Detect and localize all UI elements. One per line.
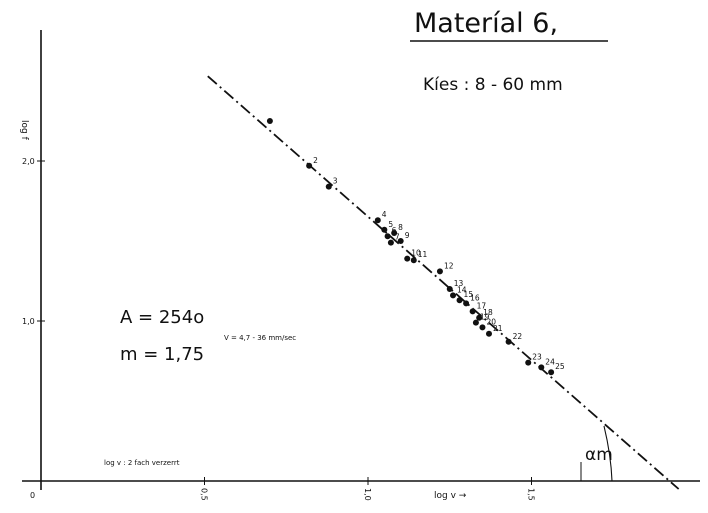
point-label-15: 16 xyxy=(470,293,480,302)
point-label-12: 13 xyxy=(454,279,464,288)
point-label-19: 20 xyxy=(486,317,496,326)
x-tick-label-0: 0 xyxy=(30,491,35,500)
point-label-9: 10 xyxy=(411,249,421,258)
annotation-note: log v : 2 fach verzerrt xyxy=(104,459,180,467)
point-label-17: 18 xyxy=(483,308,493,317)
data-point-3 xyxy=(374,217,381,224)
x-axis-label: log v → xyxy=(434,491,467,501)
point-label-24: 25 xyxy=(555,362,565,371)
data-point-4 xyxy=(381,226,388,233)
point-label-4: 5 xyxy=(388,220,393,229)
point-label-21: 22 xyxy=(513,332,523,341)
data-point-24 xyxy=(548,369,555,376)
x-tick-label-2: 1,0 xyxy=(363,488,372,501)
x-tick-label-3: 1,5 xyxy=(527,488,536,501)
data-point-10 xyxy=(410,257,417,264)
data-point-18 xyxy=(472,319,479,326)
data-point-0 xyxy=(266,118,273,124)
data-point-6 xyxy=(391,230,398,236)
point-label-8: 9 xyxy=(405,231,410,240)
data-point-15 xyxy=(463,300,470,307)
point-label-14: 15 xyxy=(464,290,474,299)
point-label-23: 24 xyxy=(545,357,555,366)
data-point-1 xyxy=(306,162,313,169)
data-point-16 xyxy=(469,308,476,315)
point-label-22: 23 xyxy=(532,353,542,362)
annotation-a: A = 254o xyxy=(120,307,204,328)
y-axis-label: log f xyxy=(19,120,29,141)
data-point-13 xyxy=(450,292,457,299)
axes xyxy=(22,30,700,490)
data-point-19 xyxy=(479,324,486,331)
data-point-23 xyxy=(538,364,545,371)
point-label-18: 19 xyxy=(480,313,490,322)
point-label-6: 8 xyxy=(398,223,403,232)
point-label-10: 11 xyxy=(418,250,428,259)
annotation-m: m = 1,75 xyxy=(120,344,204,365)
data-point-22 xyxy=(525,359,532,366)
data-point-11 xyxy=(436,268,443,275)
data-point-9 xyxy=(404,255,411,262)
point-label-2: 3 xyxy=(333,177,338,186)
point-label-20: 21 xyxy=(493,324,503,333)
data-point-14 xyxy=(456,297,463,304)
y-tick-label-1: 2,0 xyxy=(22,157,35,166)
point-label-11: 12 xyxy=(444,261,454,270)
point-label-3: 4 xyxy=(382,210,387,219)
point-label-13: 14 xyxy=(457,285,467,294)
point-label-16: 17 xyxy=(477,301,487,310)
data-point-5 xyxy=(384,233,391,240)
data-point-12 xyxy=(446,286,453,292)
data-point-20 xyxy=(485,330,492,337)
data-point-21 xyxy=(505,338,512,345)
fit-line xyxy=(207,75,680,490)
x-tick-label-1: 0,5 xyxy=(200,488,209,501)
chart-title: Materíal 6, xyxy=(414,8,558,39)
annotation-v-range: V = 4,7 - 36 mm/sec xyxy=(224,334,296,342)
data-point-8 xyxy=(397,238,404,244)
angle-arc xyxy=(603,425,613,482)
y-tick-label-0: 1,0 xyxy=(22,317,35,326)
data-point-2 xyxy=(325,183,332,190)
point-label-1: 2 xyxy=(313,156,318,165)
angle-label: αm xyxy=(585,445,613,465)
data-point-17 xyxy=(476,314,483,321)
point-label-7: 7 xyxy=(395,233,400,242)
data-point-7 xyxy=(387,239,394,246)
chart-subtitle: Kíes : 8 - 60 mm xyxy=(423,75,563,95)
